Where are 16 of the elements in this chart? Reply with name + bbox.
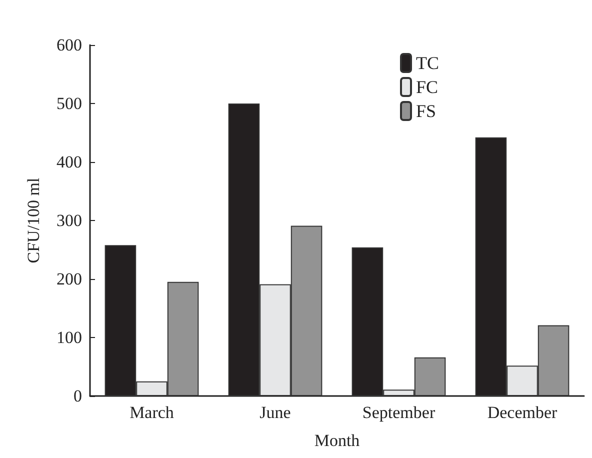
- legend-label: FC: [416, 77, 438, 97]
- y-tick-label: 200: [56, 270, 82, 288]
- legend-label: FS: [416, 101, 436, 121]
- x-tick-label: June: [260, 403, 291, 422]
- x-tick-label: September: [362, 403, 436, 422]
- y-axis-title: CFU/100 ml: [24, 177, 43, 264]
- y-tick-label: 600: [56, 36, 82, 54]
- x-tick-label: March: [130, 403, 174, 422]
- y-tick-label: 500: [56, 94, 82, 113]
- y-tick-label: 0: [74, 386, 82, 406]
- legend-label: TC: [416, 53, 440, 73]
- y-tick-label: 100: [56, 328, 82, 347]
- x-axis-title: Month: [314, 431, 360, 450]
- y-tick-label: 300: [56, 211, 82, 230]
- y-tick-label: 400: [56, 152, 82, 172]
- x-tick-label: December: [487, 403, 558, 422]
